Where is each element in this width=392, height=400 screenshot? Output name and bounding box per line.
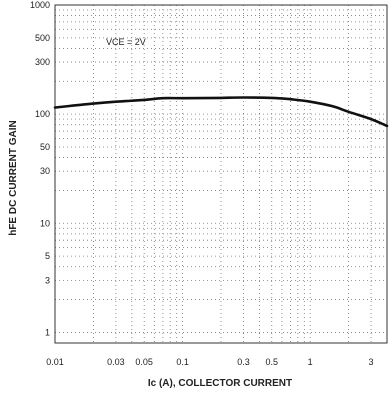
x-axis-label: Ic (A), COLLECTOR CURRENT xyxy=(148,378,292,389)
x-tick-label: 0.05 xyxy=(135,357,153,367)
y-tick-label: 500 xyxy=(35,33,50,43)
x-tick-label: 3 xyxy=(369,357,374,367)
x-tick-label: 1 xyxy=(308,357,313,367)
y-tick-label: 5 xyxy=(45,251,50,261)
plot-frame xyxy=(54,4,388,344)
annotation-vce: VCE = 2V xyxy=(106,37,146,47)
x-tick-label: 0.3 xyxy=(237,357,250,367)
y-tick-label: 1 xyxy=(45,327,50,337)
y-tick-label: 10 xyxy=(40,218,50,228)
y-tick-labels: 1 3 5 10 30 50 100 300 500 1000 xyxy=(30,0,50,337)
x-tick-label: 0.01 xyxy=(46,357,64,367)
y-tick-label: 100 xyxy=(35,109,50,119)
x-tick-label: 0.03 xyxy=(107,357,125,367)
y-tick-label: 3 xyxy=(45,275,50,285)
grid xyxy=(55,5,387,343)
curve-layer xyxy=(53,96,389,128)
y-axis-label: hFE DC CURRENT GAIN xyxy=(8,120,19,236)
y-tick-label: 30 xyxy=(40,166,50,176)
y-tick-label: 1000 xyxy=(30,0,50,10)
y-tick-label: 300 xyxy=(35,57,50,67)
hfe-curve-0 xyxy=(53,96,389,128)
x-tick-labels: 0.01 0.03 0.05 0.1 0.3 0.5 1 3 xyxy=(46,357,373,367)
x-tick-label: 0.5 xyxy=(266,357,279,367)
x-tick-label: 0.1 xyxy=(176,357,189,367)
y-tick-label: 50 xyxy=(40,142,50,152)
